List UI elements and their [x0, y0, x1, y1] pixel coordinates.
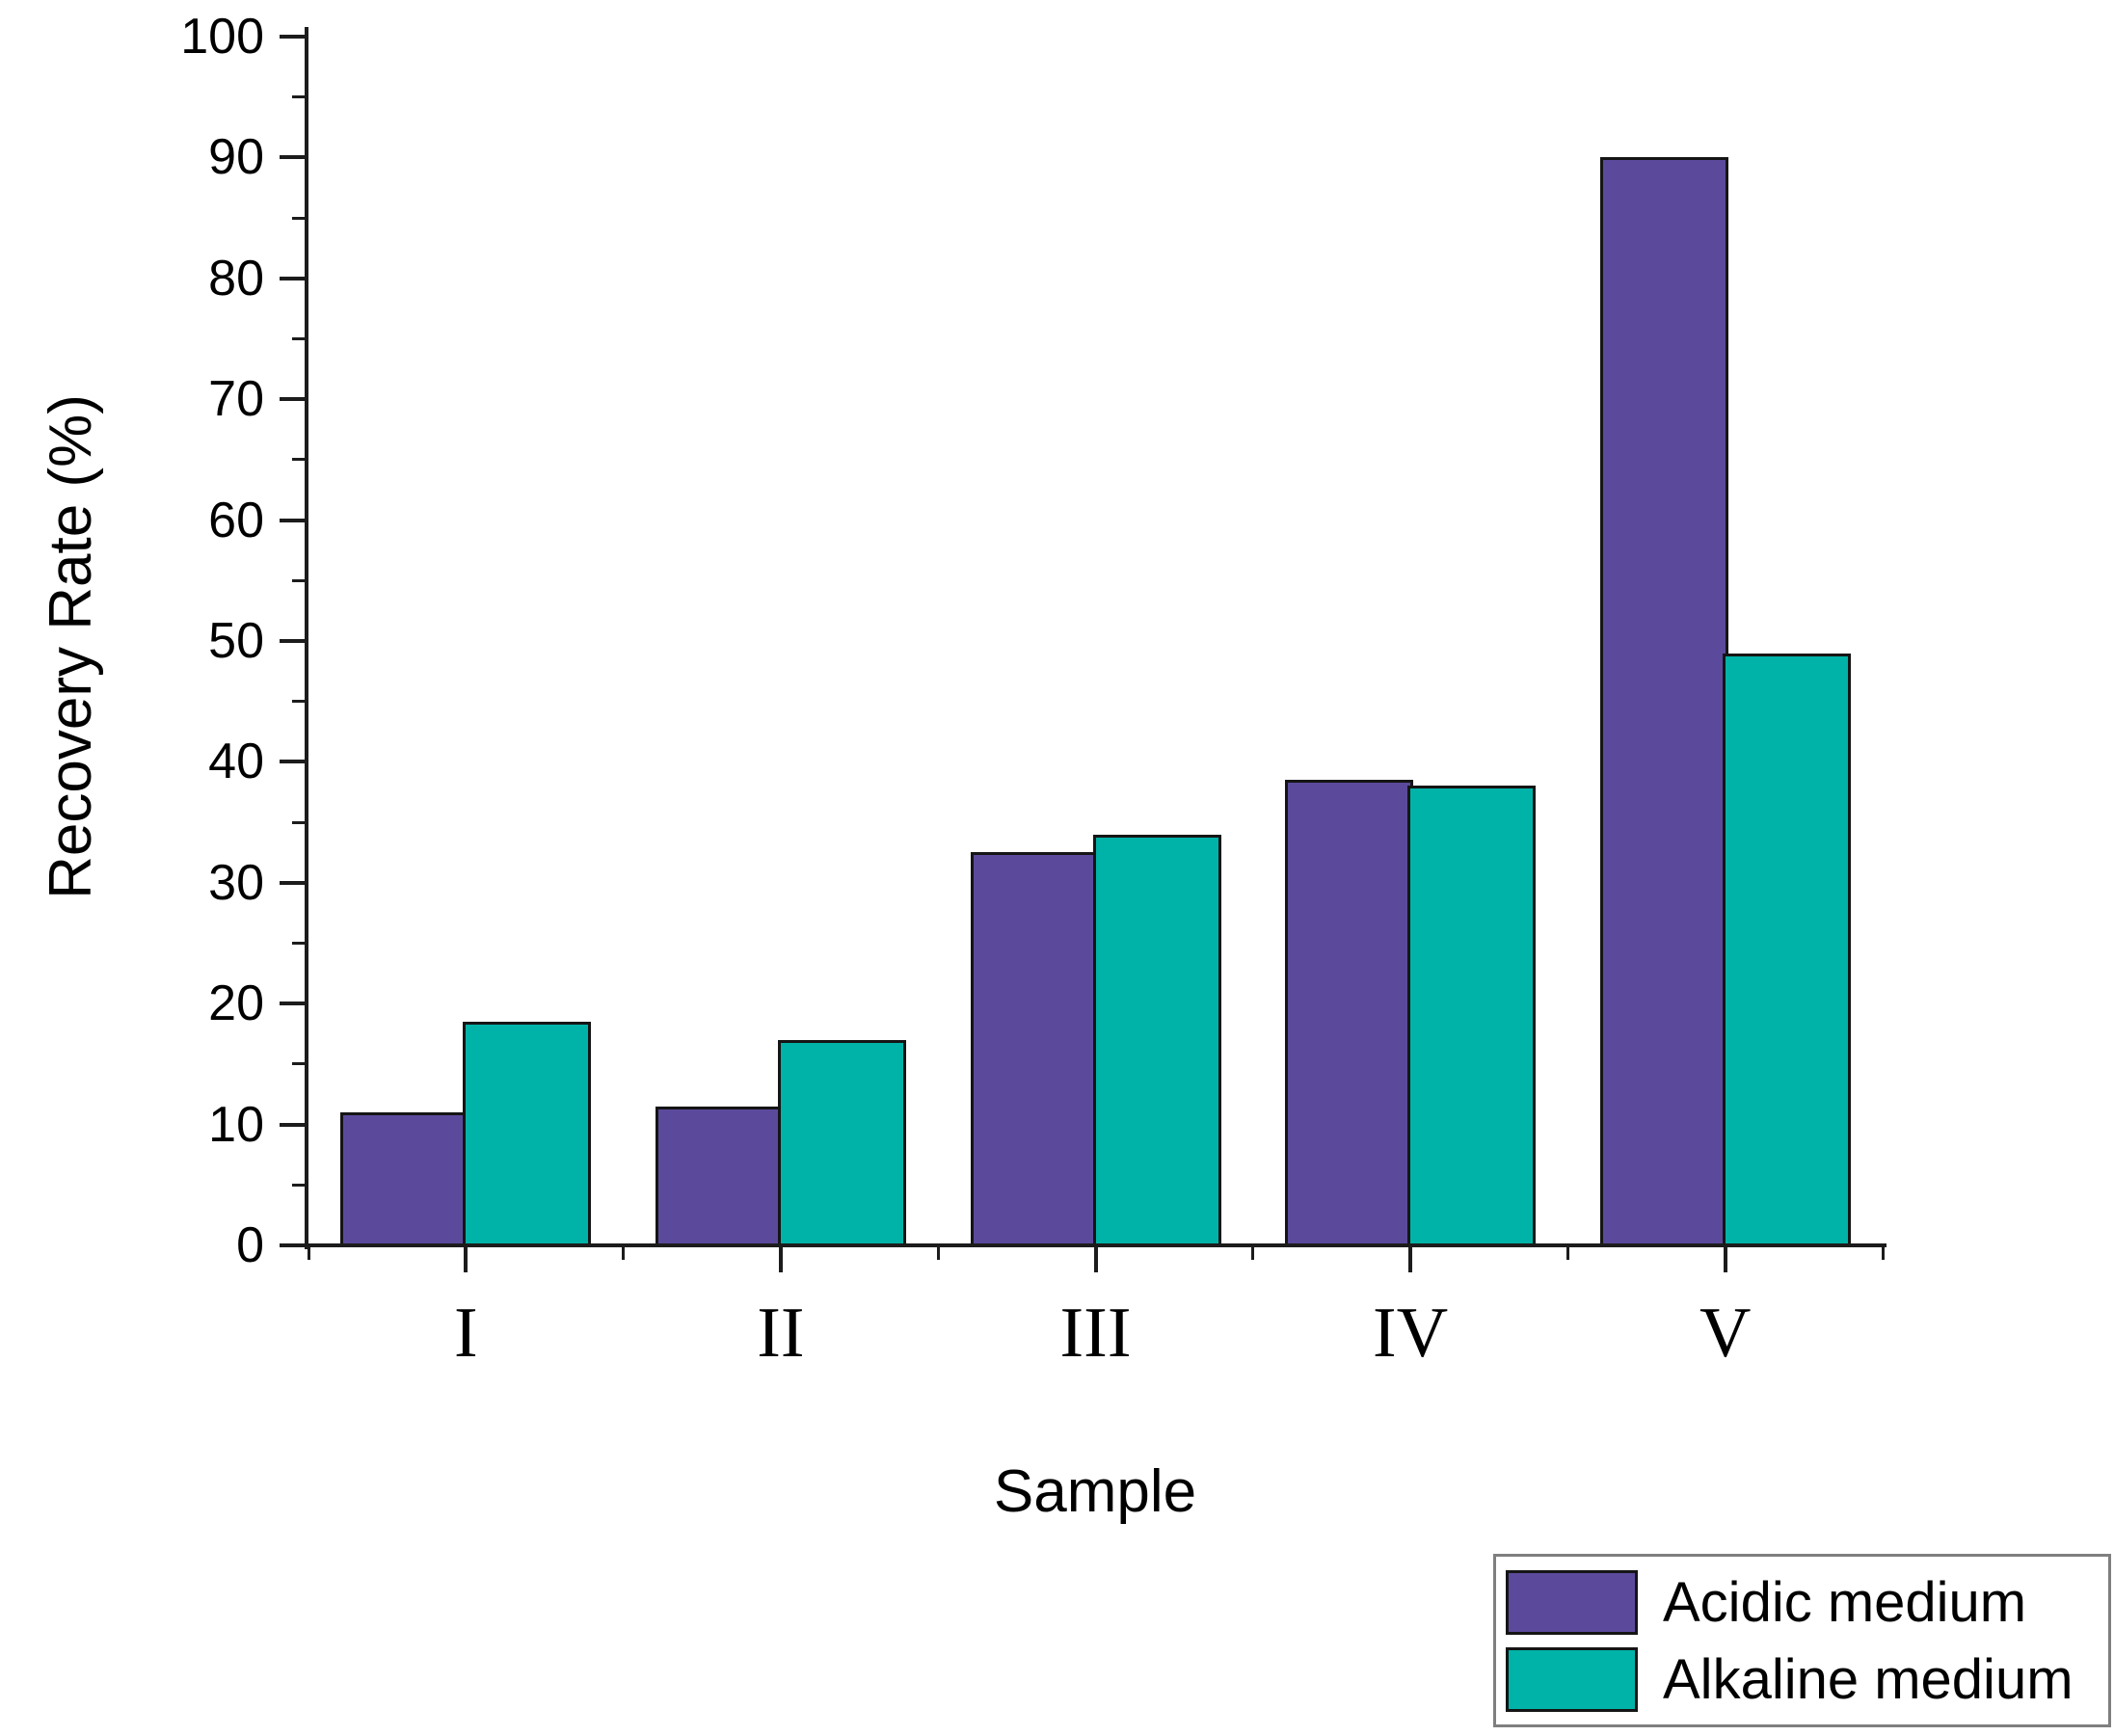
y-tick-label: 40	[208, 734, 264, 790]
y-tick-label: 60	[208, 492, 264, 548]
y-tick-label: 0	[236, 1217, 264, 1273]
y-major-tick	[280, 276, 305, 280]
y-major-tick	[280, 760, 305, 764]
y-minor-tick	[292, 458, 305, 462]
legend-swatch-acidic-medium	[1506, 1569, 1638, 1635]
x-tick-label-sample-IV: IV	[1373, 1294, 1449, 1373]
x-axis-title: Sample	[993, 1458, 1197, 1525]
bar-acidic-medium-sample-I	[340, 1112, 469, 1247]
x-tick-label-sample-V: V	[1699, 1294, 1752, 1373]
x-tick-label-sample-I: I	[453, 1294, 478, 1373]
y-tick-label: 80	[208, 250, 264, 307]
x-minor-tick	[936, 1245, 940, 1260]
x-major-tick	[1408, 1245, 1413, 1272]
y-minor-tick	[292, 578, 305, 582]
y-major-tick	[280, 518, 305, 522]
y-tick-label: 30	[208, 854, 264, 911]
y-major-tick	[280, 1002, 305, 1006]
x-minor-tick	[622, 1245, 626, 1260]
bar-alkaline-medium-sample-III	[1092, 834, 1221, 1247]
y-major-tick	[280, 155, 305, 160]
legend-item-acidic: Acidic medium	[1506, 1564, 2099, 1640]
y-major-tick	[280, 397, 305, 402]
x-minor-tick	[307, 1245, 310, 1260]
y-minor-tick	[292, 1062, 305, 1066]
x-minor-tick	[1881, 1245, 1885, 1260]
y-major-tick	[280, 35, 305, 39]
legend-label-acidic-medium: Acidic medium	[1663, 1570, 2027, 1634]
x-major-tick	[1093, 1245, 1098, 1272]
y-tick-label: 10	[208, 1096, 264, 1153]
x-tick-label-sample-III: III	[1059, 1294, 1132, 1373]
bar-acidic-medium-sample-III	[970, 852, 1099, 1247]
y-minor-tick	[292, 1183, 305, 1187]
y-tick-label: 50	[208, 613, 264, 669]
y-tick-label: 100	[180, 9, 264, 65]
x-major-tick	[778, 1245, 783, 1272]
y-minor-tick	[292, 216, 305, 220]
bar-acidic-medium-sample-IV	[1285, 780, 1414, 1247]
legend-item-alkaline: Alkaline medium	[1506, 1642, 2099, 1717]
legend-swatch-alkaline-medium	[1506, 1646, 1638, 1712]
y-minor-tick	[292, 942, 305, 945]
x-major-tick	[464, 1245, 468, 1272]
y-tick-label: 20	[208, 975, 264, 1032]
bar-alkaline-medium-sample-I	[463, 1022, 592, 1247]
y-major-tick	[280, 1122, 305, 1127]
y-major-tick	[280, 639, 305, 643]
legend-label-alkaline-medium: Alkaline medium	[1663, 1647, 2074, 1711]
x-minor-tick	[1251, 1245, 1255, 1260]
y-tick-label: 70	[208, 371, 264, 428]
y-minor-tick	[292, 337, 305, 340]
y-minor-tick	[292, 95, 305, 99]
y-major-tick	[280, 880, 305, 885]
bar-alkaline-medium-sample-II	[777, 1039, 906, 1247]
y-major-tick	[280, 1243, 305, 1247]
y-minor-tick	[292, 820, 305, 824]
bar-alkaline-medium-sample-IV	[1407, 786, 1537, 1247]
legend: Acidic medium Alkaline medium	[1493, 1554, 2111, 1727]
x-major-tick	[1723, 1245, 1727, 1272]
y-axis-line	[305, 27, 308, 1249]
bar-acidic-medium-sample-II	[655, 1106, 784, 1247]
bar-alkaline-medium-sample-V	[1722, 653, 1851, 1247]
y-tick-label: 90	[208, 129, 264, 186]
y-minor-tick	[292, 700, 305, 704]
x-minor-tick	[1565, 1245, 1569, 1260]
x-tick-label-sample-II: II	[757, 1294, 805, 1373]
bar-acidic-medium-sample-V	[1599, 157, 1728, 1247]
